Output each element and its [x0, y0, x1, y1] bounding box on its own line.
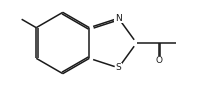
Text: N: N	[115, 14, 122, 23]
Text: S: S	[116, 63, 121, 72]
Text: O: O	[155, 56, 162, 65]
